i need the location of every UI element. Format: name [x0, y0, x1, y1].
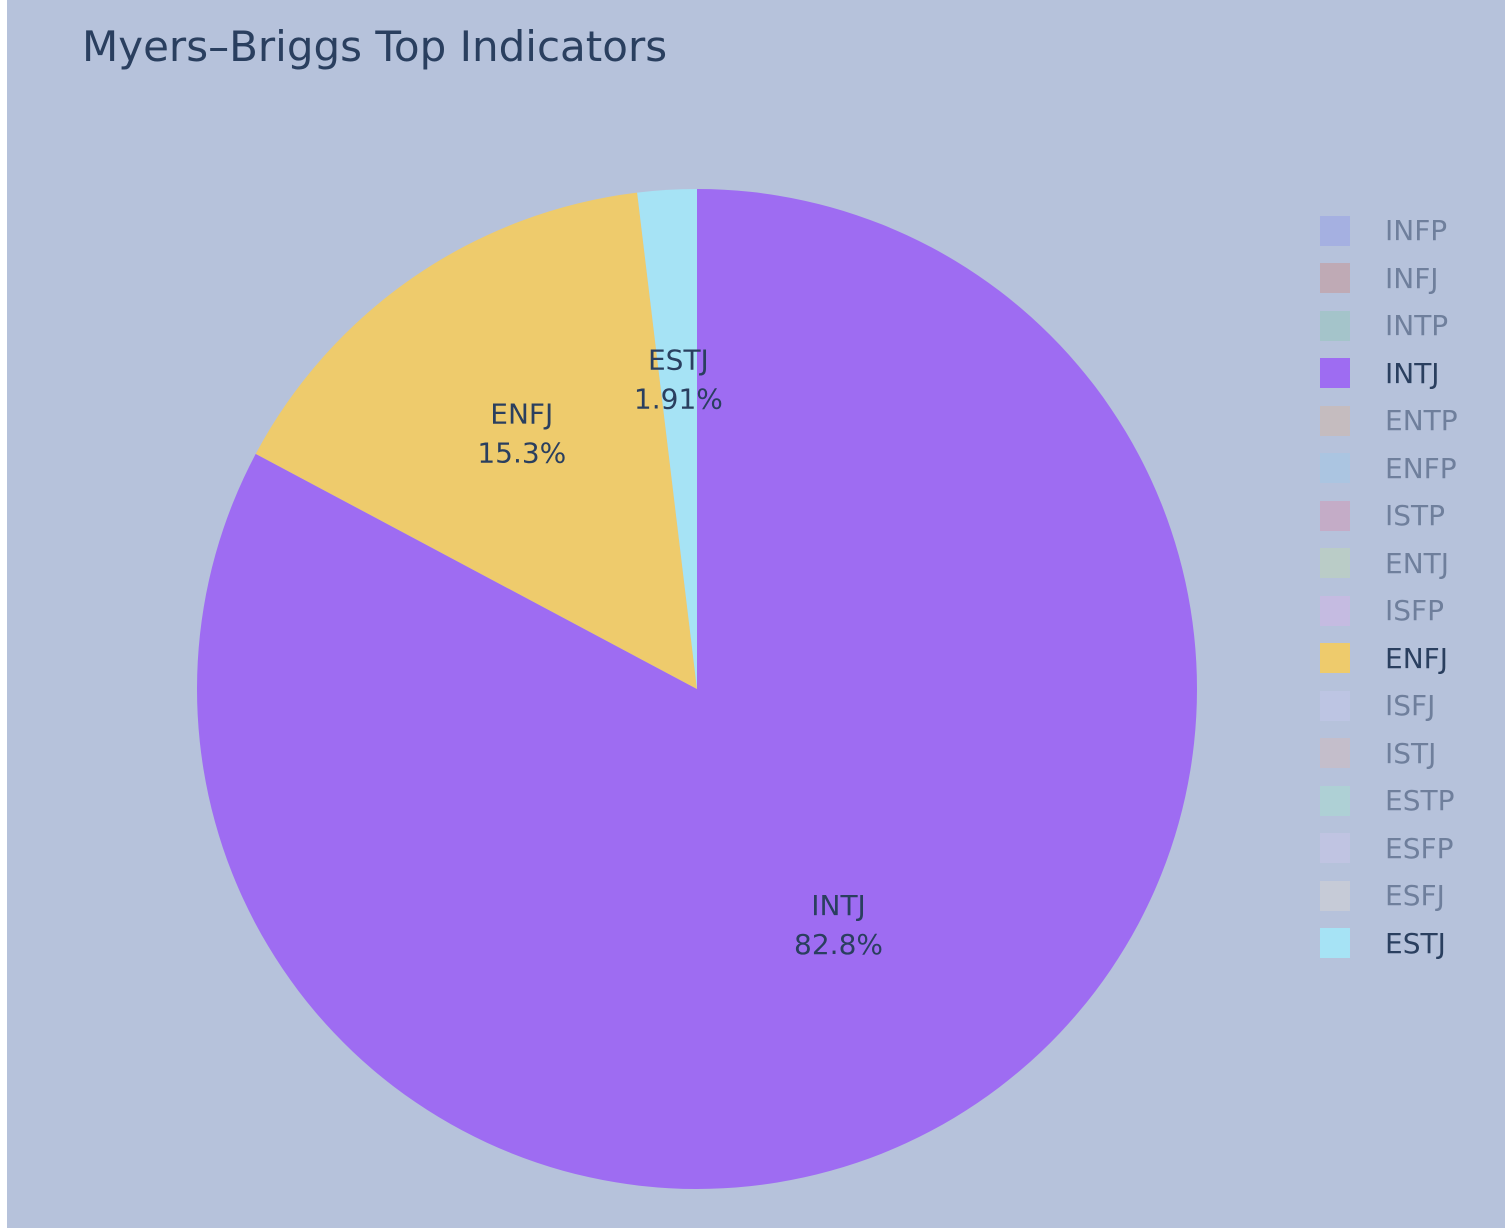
legend-label: ISTP [1385, 499, 1446, 533]
legend: INFP INFJ INTP INTJ ENTP ENFP ISTP ENTJ ISFP ENFJ… [1320, 207, 1458, 967]
slice-label-enfj: ENFJ 15.3% [477, 397, 566, 469]
legend-swatch [1320, 690, 1350, 721]
legend-label: ESTJ [1385, 926, 1446, 960]
legend-item-estp[interactable]: ESTP [1320, 777, 1458, 825]
slice-label-estj: ESTJ 1.91% [634, 344, 723, 416]
pie-slice-estj[interactable] [637, 189, 697, 689]
legend-swatch [1320, 263, 1350, 294]
legend-item-esfp[interactable]: ESFP [1320, 825, 1458, 873]
slice-label-percent: 15.3% [477, 436, 566, 469]
legend-item-intp[interactable]: INTP [1320, 302, 1458, 350]
pie-chart: INTJ 82.8% ENFJ 15.3% ESTJ 1.91% [196, 189, 1197, 1189]
legend-label: ESFJ [1385, 879, 1445, 913]
legend-item-estj[interactable]: ESTJ [1320, 920, 1458, 968]
legend-item-entp[interactable]: ENTP [1320, 397, 1458, 445]
legend-swatch [1320, 595, 1350, 626]
legend-swatch [1320, 215, 1350, 246]
legend-swatch [1320, 928, 1350, 959]
legend-label: ESFP [1385, 831, 1454, 865]
legend-swatch [1320, 358, 1350, 389]
legend-label: ESTP [1385, 784, 1455, 818]
legend-swatch [1320, 643, 1350, 674]
legend-swatch [1320, 833, 1350, 864]
legend-item-infp[interactable]: INFP [1320, 207, 1458, 255]
legend-swatch [1320, 548, 1350, 579]
slice-label-percent: 82.8% [794, 928, 883, 961]
legend-item-isfj[interactable]: ISFJ [1320, 682, 1458, 730]
slice-label-intj: INTJ 82.8% [794, 889, 883, 961]
legend-item-enfp[interactable]: ENFP [1320, 445, 1458, 493]
legend-label: ISTJ [1385, 736, 1437, 770]
legend-item-entj[interactable]: ENTJ [1320, 540, 1458, 588]
legend-item-esfj[interactable]: ESFJ [1320, 872, 1458, 920]
legend-swatch [1320, 738, 1350, 769]
chart-title: Myers–Briggs Top Indicators [82, 22, 668, 71]
legend-label: ENTJ [1385, 546, 1449, 580]
legend-swatch [1320, 405, 1350, 436]
slice-label-name: ENFJ [490, 397, 553, 430]
legend-swatch [1320, 785, 1350, 816]
legend-label: INTJ [1385, 356, 1440, 390]
legend-label: INFJ [1385, 261, 1439, 295]
legend-item-isfp[interactable]: ISFP [1320, 587, 1458, 635]
legend-item-enfj[interactable]: ENFJ [1320, 635, 1458, 683]
legend-swatch [1320, 310, 1350, 341]
chart-area: Myers–Briggs Top Indicators INTJ 82.8% ENF… [7, 0, 1505, 1228]
legend-item-infj[interactable]: INFJ [1320, 255, 1458, 303]
slice-label-percent: 1.91% [634, 383, 723, 416]
legend-label: ENFP [1385, 451, 1457, 485]
legend-label: ENTP [1385, 404, 1458, 438]
legend-swatch [1320, 453, 1350, 484]
legend-item-intj[interactable]: INTJ [1320, 350, 1458, 398]
slice-label-name: ESTJ [648, 344, 709, 377]
legend-label: INTP [1385, 309, 1449, 343]
legend-swatch [1320, 500, 1350, 531]
legend-item-istj[interactable]: ISTJ [1320, 730, 1458, 778]
legend-label: INFP [1385, 214, 1448, 248]
legend-label: ENFJ [1385, 641, 1448, 675]
legend-item-istp[interactable]: ISTP [1320, 492, 1458, 540]
pie-slice-enfj[interactable] [255, 192, 698, 689]
legend-swatch [1320, 880, 1350, 911]
legend-label: ISFP [1385, 594, 1445, 628]
slice-label-name: INTJ [811, 889, 866, 922]
legend-label: ISFJ [1385, 689, 1436, 723]
